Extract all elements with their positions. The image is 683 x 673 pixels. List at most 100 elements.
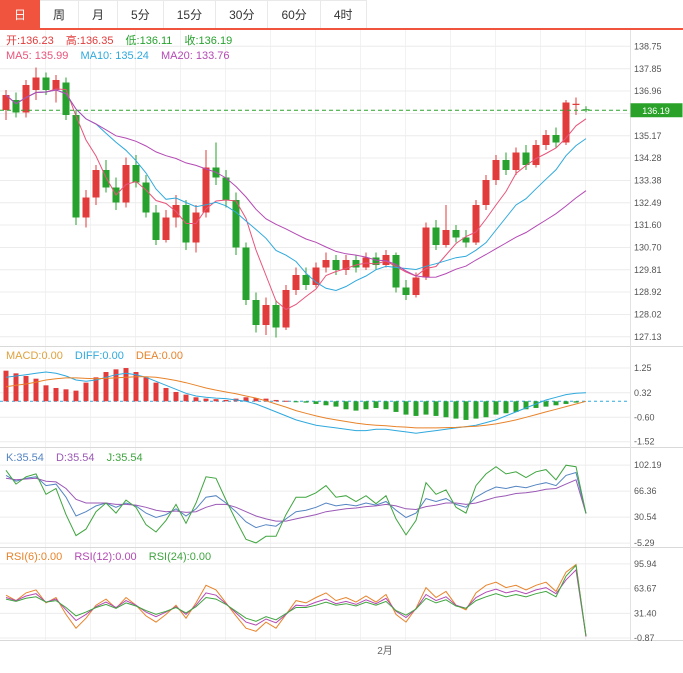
candle [542, 135, 550, 145]
rsi-readout: RSI(6):0.00 RSI(12):0.00 RSI(24):0.00 [6, 551, 220, 564]
candle [282, 290, 290, 328]
tab-4hour[interactable]: 4时 [320, 0, 367, 28]
svg-text:-0.60: -0.60 [634, 412, 655, 422]
candle [412, 277, 420, 295]
svg-text:134.28: 134.28 [634, 153, 662, 163]
candle [222, 177, 230, 200]
candle [122, 165, 130, 203]
svg-text:127.13: 127.13 [634, 332, 662, 342]
svg-text:130.70: 130.70 [634, 243, 662, 253]
candle [232, 200, 240, 248]
candle [292, 275, 300, 290]
ma10-value: MA10: 135.24 [80, 50, 149, 62]
candle [202, 167, 210, 213]
candle [192, 212, 200, 243]
ohlc-close: 收:136.19 [184, 35, 233, 47]
ohlc-low: 低:136.11 [125, 35, 173, 47]
ma-lines [5, 88, 587, 311]
rsi24-value: RSI(24):0.00 [148, 551, 212, 563]
candle [62, 82, 70, 115]
svg-text:137.85: 137.85 [634, 64, 662, 74]
candle [82, 197, 90, 218]
candle [522, 152, 530, 165]
x-axis-label: 2月 [377, 645, 393, 657]
candles-layer [2, 67, 590, 338]
j-value: J:35.54 [106, 452, 143, 464]
ohlc-readout: 开:136.23 高:136.35 低:136.11 收:136.19 [6, 35, 241, 48]
candle [552, 135, 560, 143]
rsi12-value: RSI(12):0.00 [74, 551, 137, 563]
candle [462, 237, 470, 243]
dea-value: DEA:0.00 [135, 350, 183, 362]
candle [2, 95, 10, 110]
svg-text:66.36: 66.36 [634, 486, 657, 496]
rsi6-value: RSI(6):0.00 [6, 551, 63, 563]
candle [152, 212, 160, 240]
svg-text:95.94: 95.94 [634, 559, 657, 569]
svg-text:31.40: 31.40 [634, 608, 657, 618]
candle [352, 260, 360, 268]
axis-labels: 138.75 137.85 136.96 135.17 134.28 133.38 132.… [377, 41, 661, 657]
candle [142, 182, 150, 213]
candle [132, 165, 140, 183]
diff-value: DIFF:0.00 [74, 350, 124, 362]
tab-day[interactable]: 日 [0, 0, 41, 28]
tab-30min[interactable]: 30分 [216, 0, 269, 28]
chart-canvas[interactable]: 136.19 138.75 137.85 136.96 135.17 134.28 133.… [0, 30, 683, 673]
macd-readout: MACD:0.00 DIFF:0.00 DEA:0.00 [6, 350, 192, 363]
k-value: K:35.54 [6, 452, 44, 464]
tab-60min[interactable]: 60分 [268, 0, 321, 28]
candle [102, 170, 110, 188]
candle [252, 300, 260, 325]
current-price-tag [630, 103, 683, 118]
macd-value: MACD:0.00 [6, 350, 63, 362]
kdj-lines [5, 464, 587, 544]
svg-text:128.92: 128.92 [634, 287, 662, 297]
ma-readout: MA5: 135.99 MA10: 135.24 MA20: 133.76 [6, 50, 239, 63]
candle [162, 217, 170, 240]
svg-text:102.19: 102.19 [634, 460, 662, 470]
candle [382, 255, 390, 265]
candle [432, 227, 440, 245]
candle [42, 77, 50, 90]
candle [32, 77, 40, 90]
tab-5min[interactable]: 5分 [118, 0, 164, 28]
candle [312, 267, 320, 285]
tab-week[interactable]: 周 [40, 0, 80, 28]
candle [532, 145, 540, 165]
candle [342, 260, 350, 270]
candle [472, 205, 480, 243]
candle [332, 260, 340, 270]
macd-lines [5, 371, 587, 434]
svg-text:30.54: 30.54 [634, 512, 657, 522]
candle [22, 85, 30, 113]
candle [442, 230, 450, 245]
candle [52, 80, 60, 90]
ohlc-open: 开:136.23 [6, 35, 54, 47]
svg-text:-1.52: -1.52 [634, 437, 655, 447]
svg-text:135.17: 135.17 [634, 131, 662, 141]
grid-layer [0, 30, 683, 641]
svg-text:138.75: 138.75 [634, 41, 662, 51]
tab-month[interactable]: 月 [79, 0, 119, 28]
candle [242, 247, 250, 300]
candle [422, 227, 430, 278]
svg-text:132.49: 132.49 [634, 198, 662, 208]
candle [402, 287, 410, 295]
candle [492, 160, 500, 180]
candle [92, 170, 100, 198]
ma5-value: MA5: 135.99 [6, 50, 69, 62]
candle [12, 100, 20, 113]
rsi-lines [5, 563, 587, 637]
svg-text:128.02: 128.02 [634, 310, 662, 320]
svg-text:-5.29: -5.29 [634, 538, 655, 548]
candle [302, 275, 310, 285]
timeframe-tabs: 日周月 5分 15分 30分 60分 4时 [0, 0, 683, 30]
candle [72, 115, 80, 218]
svg-text:136.19: 136.19 [642, 106, 670, 116]
candle [272, 305, 280, 328]
tab-15min[interactable]: 15分 [163, 0, 217, 28]
ohlc-high: 高:136.35 [65, 35, 114, 47]
svg-text:131.60: 131.60 [634, 220, 662, 230]
